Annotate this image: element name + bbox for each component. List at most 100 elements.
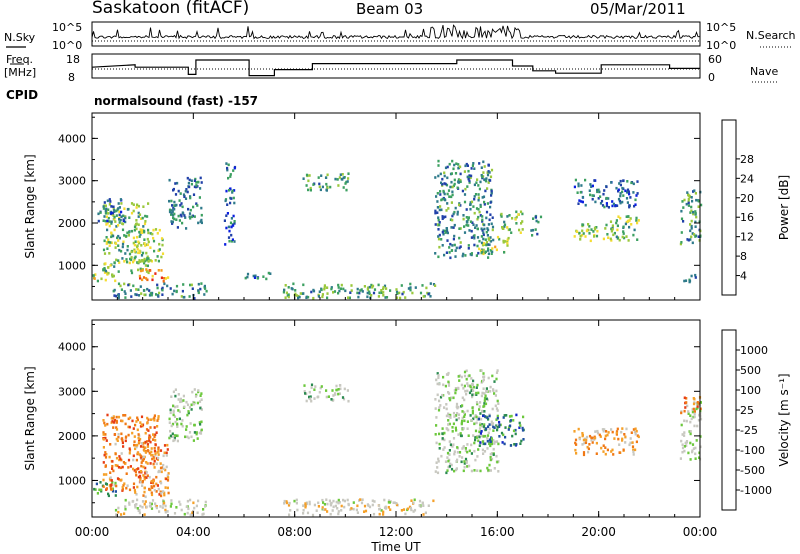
velocity-cell bbox=[289, 509, 292, 512]
velocity-cell bbox=[464, 449, 467, 453]
power-cell bbox=[439, 172, 442, 176]
velocity-cell bbox=[487, 418, 490, 421]
velocity-cell bbox=[486, 434, 490, 437]
power-cell bbox=[483, 165, 486, 168]
velocity-cell bbox=[605, 430, 608, 433]
velocity-cell bbox=[146, 445, 150, 448]
velocity-cell bbox=[142, 445, 145, 448]
power-cell bbox=[453, 182, 456, 186]
power-cell bbox=[595, 226, 598, 229]
power-cell bbox=[164, 277, 167, 280]
velocity-cell bbox=[105, 439, 108, 442]
power-cell bbox=[487, 247, 490, 250]
velocity-cell bbox=[581, 434, 584, 438]
power-cell bbox=[126, 208, 129, 211]
velocity-cell bbox=[355, 508, 358, 512]
power-cell bbox=[232, 214, 235, 218]
velocity-cell bbox=[322, 501, 325, 504]
power-cell bbox=[488, 218, 491, 222]
velocity-cell bbox=[112, 417, 115, 420]
velocity-cell bbox=[503, 442, 506, 446]
power-cell bbox=[190, 179, 193, 182]
power-cell bbox=[370, 283, 373, 287]
velocity-cell bbox=[125, 486, 128, 490]
velocity-cell bbox=[154, 443, 157, 446]
power-cell bbox=[102, 205, 105, 208]
power-cell bbox=[187, 207, 190, 211]
velocity-cell bbox=[139, 470, 143, 473]
power-cell bbox=[478, 162, 481, 165]
power-cell bbox=[438, 221, 441, 224]
power-cell bbox=[489, 236, 492, 239]
velocity-cell bbox=[482, 435, 485, 438]
power-cell bbox=[143, 238, 146, 241]
velocity-cell bbox=[594, 430, 597, 433]
power-cell bbox=[269, 272, 272, 275]
velocity-cell bbox=[325, 389, 328, 392]
velocity-cell bbox=[198, 431, 201, 435]
velocity-cell bbox=[418, 504, 421, 507]
velocity-cell bbox=[160, 481, 163, 485]
velocity-cell bbox=[466, 389, 469, 393]
power-cell bbox=[679, 242, 682, 246]
power-cell bbox=[483, 203, 486, 206]
velocity-cell bbox=[475, 401, 479, 404]
velocity-cell bbox=[618, 451, 621, 454]
power-cell bbox=[587, 223, 590, 226]
power-cell bbox=[471, 221, 474, 224]
power-cell bbox=[625, 220, 628, 224]
freq-strip-frame bbox=[91, 53, 701, 79]
power-cell bbox=[320, 288, 323, 292]
power-cell bbox=[186, 176, 189, 180]
velocity-cell bbox=[496, 409, 499, 412]
velocity-cell bbox=[170, 395, 173, 398]
nsky-strip-frame bbox=[91, 21, 701, 47]
velocity-cell bbox=[192, 501, 195, 505]
power-cell bbox=[468, 181, 471, 184]
velocity-cell bbox=[491, 374, 494, 378]
velocity-cell bbox=[111, 489, 115, 493]
power-cell bbox=[507, 236, 510, 240]
velocity-cell bbox=[96, 492, 99, 495]
power-cell bbox=[444, 166, 448, 170]
power-cell bbox=[133, 258, 136, 262]
power-cell bbox=[485, 179, 488, 183]
power-cell bbox=[409, 288, 412, 292]
power-cell bbox=[436, 200, 439, 203]
velocity-cell bbox=[112, 469, 115, 473]
power-cell bbox=[156, 232, 159, 235]
power-cell bbox=[611, 227, 614, 231]
power-cell bbox=[446, 165, 449, 169]
velocity-cell bbox=[617, 437, 620, 441]
power-cell bbox=[489, 201, 492, 204]
power-cell bbox=[233, 166, 236, 170]
power-cell bbox=[480, 249, 483, 253]
power-cell bbox=[142, 225, 145, 228]
power-cell bbox=[579, 235, 582, 238]
power-cell bbox=[310, 290, 313, 294]
velocity-cell bbox=[586, 445, 589, 449]
power-cell bbox=[481, 218, 484, 222]
power-cell bbox=[573, 185, 576, 189]
power-cell bbox=[190, 283, 193, 287]
velocity-cell bbox=[309, 395, 312, 398]
velocity-cell bbox=[510, 414, 513, 418]
velocity-cell bbox=[574, 438, 578, 442]
velocity-cell bbox=[181, 424, 184, 428]
velocity-cell bbox=[361, 498, 364, 501]
velocity-cell bbox=[187, 411, 190, 415]
power-cell bbox=[105, 242, 108, 245]
velocity-cell bbox=[154, 502, 157, 505]
velocity-cell bbox=[632, 450, 635, 453]
power-cell bbox=[325, 182, 328, 186]
power-cell bbox=[480, 174, 483, 177]
velocity-cell bbox=[482, 452, 485, 455]
power-cell bbox=[689, 238, 692, 241]
power-cell bbox=[632, 182, 635, 186]
power-cell bbox=[621, 235, 624, 239]
power-cell bbox=[619, 192, 622, 195]
velocity-cell bbox=[441, 393, 444, 397]
power-cell bbox=[133, 243, 136, 247]
power-cell bbox=[458, 236, 461, 240]
power-cell bbox=[317, 176, 320, 179]
